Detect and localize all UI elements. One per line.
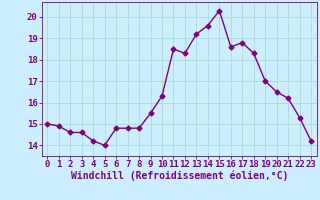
- X-axis label: Windchill (Refroidissement éolien,°C): Windchill (Refroidissement éolien,°C): [70, 171, 288, 181]
